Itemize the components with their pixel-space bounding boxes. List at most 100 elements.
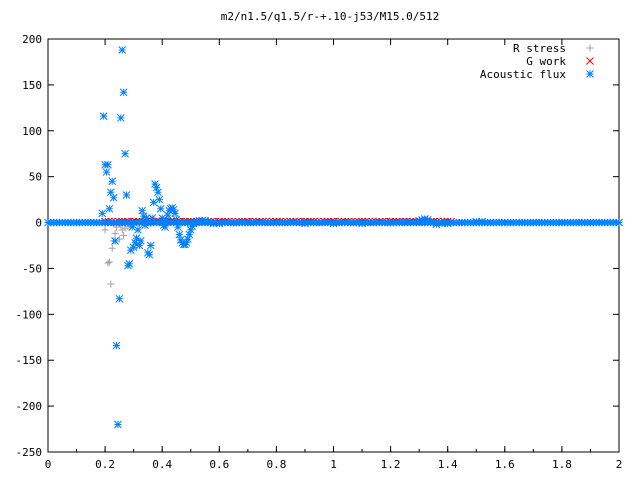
data-point [301,219,309,228]
data-point [615,218,623,227]
data-point [243,218,252,227]
data-point [125,260,134,268]
data-point [229,218,238,227]
legend-label: Acoustic flux [480,68,566,81]
x-tick-label: 0.8 [266,458,286,471]
data-point [486,218,495,227]
data-point [152,183,161,192]
data-point [209,219,218,228]
legend-label: G work [526,55,566,68]
data-point [134,226,142,234]
data-point [386,218,395,227]
data-point [141,221,149,230]
data-point [215,219,224,228]
data-point [108,244,116,252]
legend-marker [586,57,594,65]
chart-title: m2/n1.5/q1.5/r-+.10-j53/M15.0/512 [221,10,440,23]
y-tick-label: 150 [22,79,42,92]
data-point [358,219,366,228]
y-tick-label: 100 [22,125,42,138]
y-tick-label: -250 [16,446,43,459]
data-point [174,223,182,231]
data-point [105,204,114,213]
legend-label: R stress [513,42,566,55]
x-tick-label: 1.2 [381,458,401,471]
data-point [98,209,107,218]
data-point [500,218,509,227]
data-point [409,218,418,227]
data-point [118,46,127,54]
data-point [108,177,117,186]
data-point [115,294,124,303]
data-point [112,341,121,350]
data-point [272,218,281,227]
data-point [529,218,538,227]
data-point [111,237,119,245]
data-point [106,188,115,197]
x-tick-label: 1.8 [552,458,572,471]
data-point [172,215,181,224]
series-layer [44,46,623,429]
data-point [121,149,129,158]
y-tick-label: 50 [29,171,42,184]
data-point [162,216,171,225]
data-point [586,218,595,227]
data-point [401,217,409,226]
data-point [104,160,112,169]
data-point [114,420,122,429]
data-point [154,188,162,197]
x-tick-label: 1 [330,458,337,471]
data-point [107,280,115,288]
y-tick-label: -100 [16,308,43,321]
data-point [104,259,112,267]
y-tick-label: -150 [16,354,43,367]
series-star [44,46,623,429]
data-point [142,214,151,222]
x-tick-label: 0 [45,458,52,471]
data-point [443,219,452,228]
data-point [478,217,486,226]
data-point [156,204,165,213]
data-point [184,235,192,243]
data-point [155,195,164,204]
x-tick-label: 0.6 [209,458,229,471]
data-point [145,250,154,259]
data-point [161,223,169,231]
data-point [136,237,145,245]
data-point [171,209,179,218]
y-tick-label: 0 [35,217,42,230]
data-point [185,230,194,239]
data-point [135,241,144,250]
data-point [116,114,125,122]
data-point [105,258,113,266]
legend-marker [586,44,594,52]
data-point [138,206,147,215]
data-point [129,243,138,252]
data-point [175,230,184,239]
x-axis: 0 0.2 0.4 0.6 0.8 1 1.2 1.4 1.6 1.8 2 [45,39,623,471]
data-point [102,168,111,176]
y-axis: 200 150 100 50 0 -50 -100 -150 -200 -250 [16,33,619,459]
data-point [132,234,141,243]
y-tick-label: -50 [22,262,42,275]
data-point [109,193,118,202]
x-tick-label: 0.4 [152,458,172,471]
legend-marker [586,70,594,78]
data-point [111,230,119,238]
data-point [558,218,566,227]
data-point [119,88,128,97]
x-tick-label: 2 [616,458,623,471]
data-point [329,219,338,228]
data-point [122,191,131,199]
x-tick-label: 0.2 [95,458,115,471]
data-point [99,112,108,120]
data-point [101,226,109,234]
data-point [146,241,155,250]
y-tick-label: 200 [22,33,42,46]
y-tick-label: -200 [16,400,43,413]
data-point [120,231,128,239]
x-tick-label: 1.4 [438,458,458,471]
x-tick-label: 1.6 [495,458,515,471]
